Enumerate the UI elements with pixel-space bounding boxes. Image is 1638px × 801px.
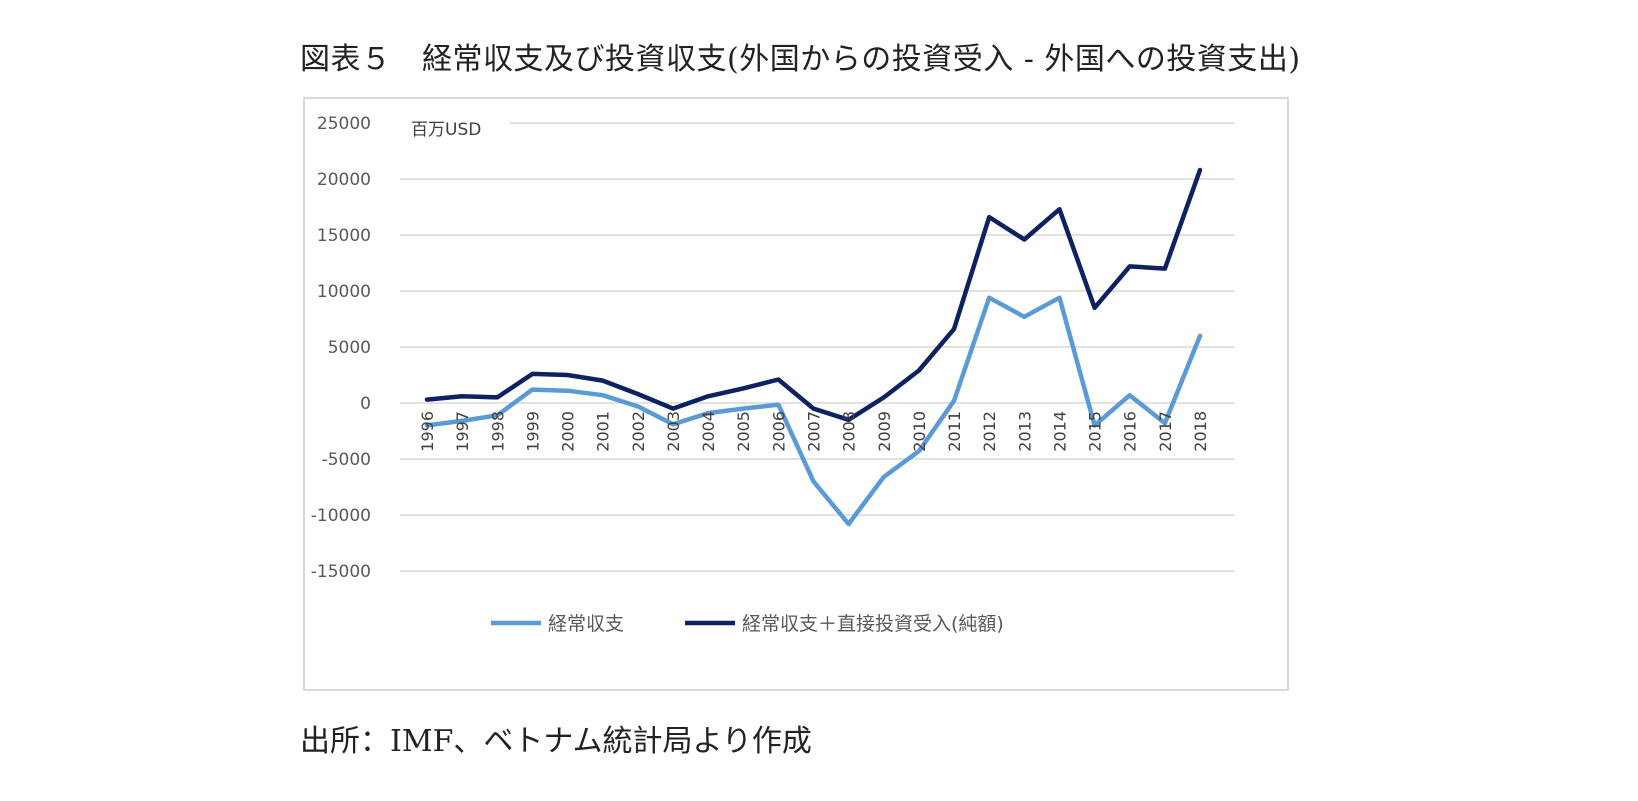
x-tick-label: 1997 bbox=[453, 411, 472, 452]
x-tick-label: 2015 bbox=[1086, 411, 1105, 452]
x-tick-label: 2009 bbox=[875, 411, 894, 452]
y-tick-label: -5000 bbox=[322, 450, 371, 470]
x-tick-label: 2010 bbox=[910, 411, 929, 452]
legend-label: 経常収支 bbox=[548, 613, 624, 635]
x-tick-label: 2012 bbox=[980, 411, 999, 452]
legend: 経常収支 経常収支＋直接投資受入(純額) bbox=[491, 613, 1004, 635]
y-tick-label: 0 bbox=[360, 394, 371, 414]
x-tick-label: 2002 bbox=[629, 411, 648, 452]
x-axis-ticks: 1996 1997 1998 1999 2000 2001 2002 2003 2004 2005… bbox=[418, 411, 1210, 452]
y-tick-label: 20000 bbox=[317, 170, 371, 190]
figure-title: 図表５ 経常収支及び投資収支(外国からの投資受入 - 外国への投資支出) bbox=[300, 42, 1301, 77]
y-tick-label: 5000 bbox=[328, 338, 371, 358]
gridlines bbox=[400, 122, 1235, 572]
x-tick-label: 2004 bbox=[699, 411, 718, 452]
source-note: 出所：IMF、ベトナム統計局より作成 bbox=[300, 724, 812, 759]
x-tick-label: 2018 bbox=[1191, 411, 1210, 452]
x-tick-label: 2011 bbox=[945, 411, 964, 452]
x-tick-label: 2003 bbox=[664, 411, 683, 452]
legend-label: 経常収支＋直接投資受入(純額) bbox=[742, 613, 1004, 635]
x-tick-label: 2013 bbox=[1015, 411, 1034, 452]
y-tick-label: -15000 bbox=[311, 562, 371, 582]
series-lines bbox=[424, 167, 1203, 527]
y-tick-label: -10000 bbox=[311, 506, 371, 526]
x-tick-label: 2006 bbox=[769, 411, 788, 452]
y-tick-label: 15000 bbox=[317, 226, 371, 246]
x-tick-label: 2014 bbox=[1050, 411, 1069, 452]
unit-label: 百万USD bbox=[411, 120, 481, 140]
chart-area: 25000 20000 15000 10000 5000 0 -5000 -10000 -150… bbox=[303, 97, 1289, 691]
x-tick-label: 1998 bbox=[488, 411, 507, 452]
y-tick-label: 10000 bbox=[317, 282, 371, 302]
x-tick-label: 2000 bbox=[559, 411, 578, 452]
x-tick-label: 1999 bbox=[523, 411, 542, 452]
x-tick-label: 2001 bbox=[594, 411, 613, 452]
x-tick-label: 2008 bbox=[840, 411, 859, 452]
x-tick-label: 1996 bbox=[418, 411, 437, 452]
x-tick-label: 2007 bbox=[805, 411, 824, 452]
line-chart: 25000 20000 15000 10000 5000 0 -5000 -10000 -150… bbox=[311, 114, 1235, 635]
x-tick-label: 2017 bbox=[1156, 411, 1175, 452]
y-tick-label: 25000 bbox=[317, 114, 371, 134]
x-tick-label: 2005 bbox=[734, 411, 753, 452]
x-tick-label: 2016 bbox=[1121, 411, 1140, 452]
y-axis-ticks: 25000 20000 15000 10000 5000 0 -5000 -10000 -150… bbox=[311, 114, 371, 582]
